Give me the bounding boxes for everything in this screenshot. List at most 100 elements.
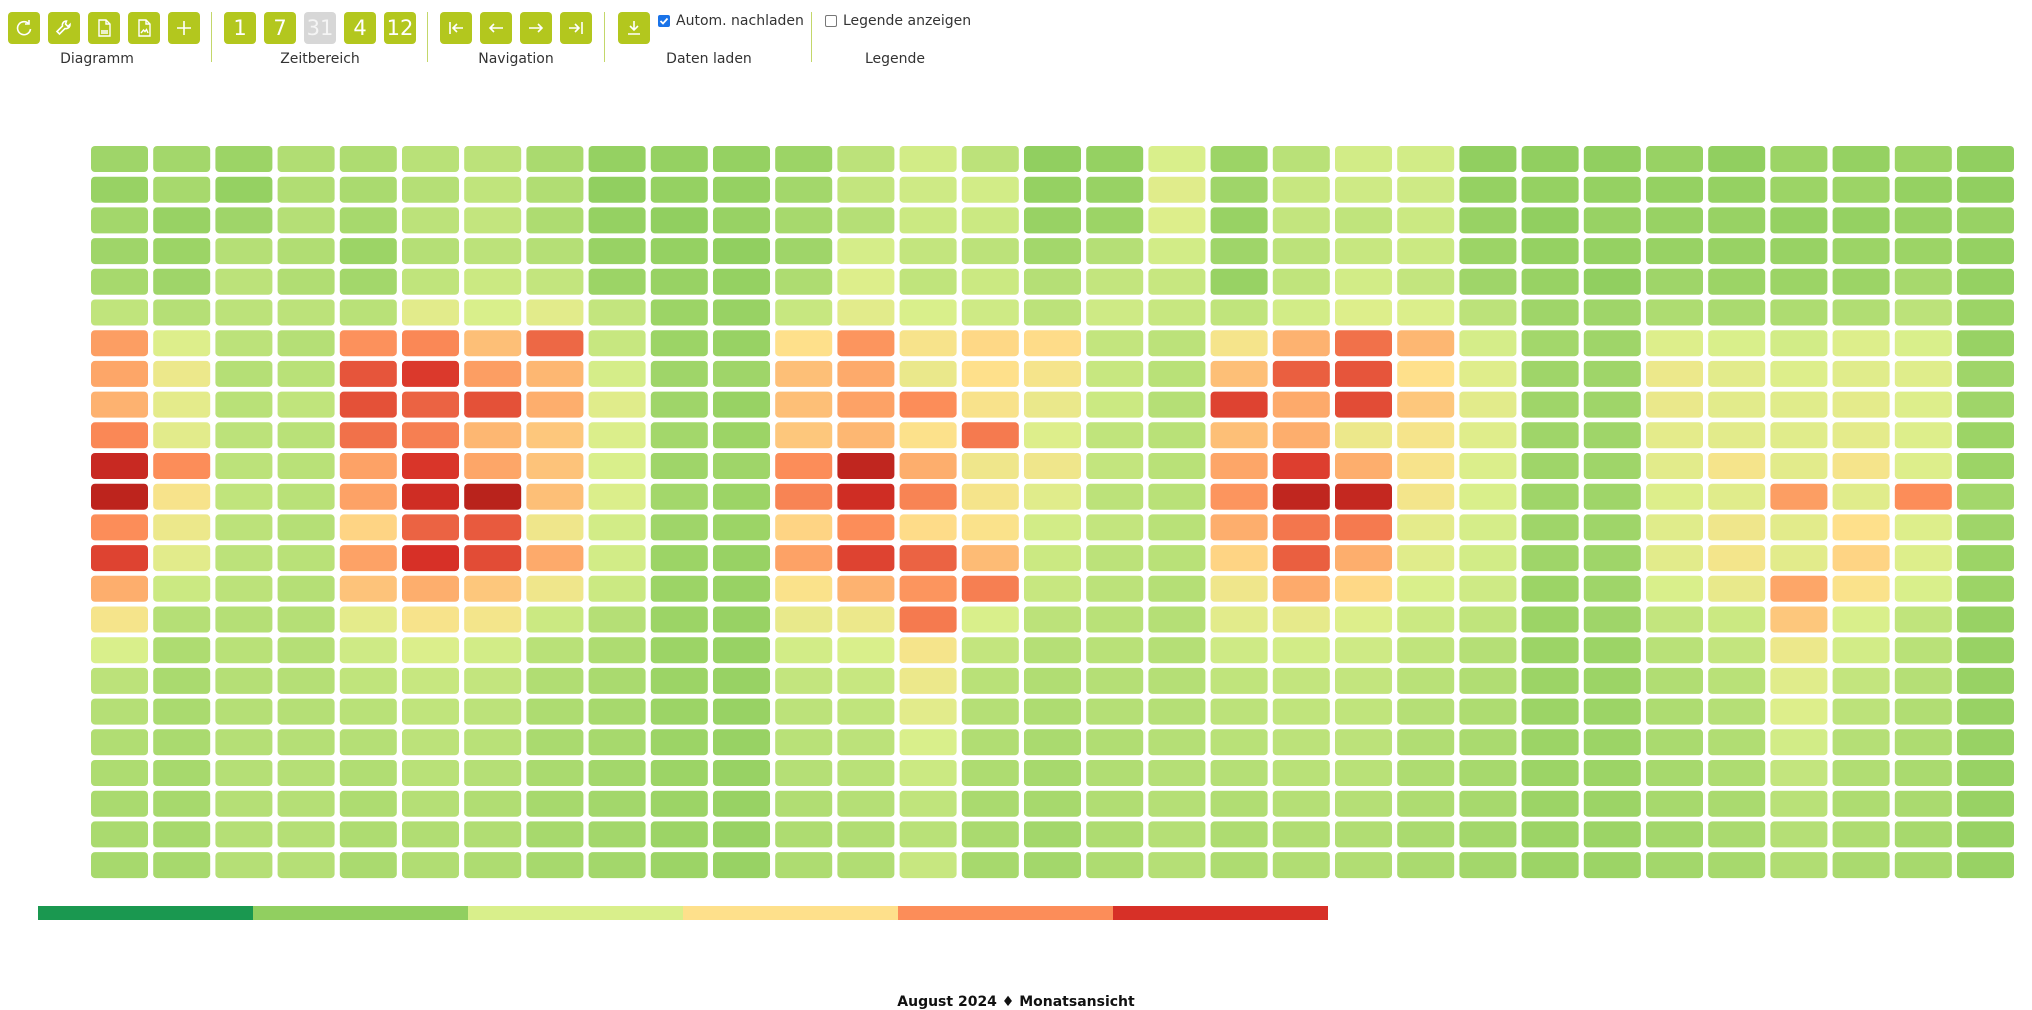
heatmap-cell[interactable] — [588, 821, 646, 848]
heatmap-cell[interactable] — [1894, 422, 1952, 449]
heatmap-cell[interactable] — [1521, 330, 1579, 357]
heatmap-cell[interactable] — [1957, 330, 2014, 357]
heatmap-cell[interactable] — [1086, 207, 1144, 234]
heatmap-cell[interactable] — [1583, 176, 1641, 203]
heatmap-cell[interactable] — [775, 667, 833, 694]
heatmap-cell[interactable] — [526, 575, 584, 602]
heatmap-cell[interactable] — [215, 760, 273, 786]
heatmap-cell[interactable] — [1583, 422, 1641, 449]
heatmap-cell[interactable] — [1521, 698, 1579, 725]
heatmap-cell[interactable] — [961, 698, 1019, 725]
heatmap-cell[interactable] — [153, 729, 211, 756]
heatmap-cell[interactable] — [91, 146, 148, 172]
heatmap-cell[interactable] — [1459, 330, 1517, 357]
heatmap-cell[interactable] — [1646, 606, 1703, 633]
heatmap-cell[interactable] — [215, 606, 273, 633]
heatmap-cell[interactable] — [1708, 299, 1766, 326]
heatmap-cell[interactable] — [1583, 268, 1641, 295]
heatmap-cell[interactable] — [153, 360, 211, 387]
heatmap-cell[interactable] — [402, 514, 459, 541]
heatmap-cell[interactable] — [526, 207, 584, 234]
heatmap-cell[interactable] — [1459, 790, 1517, 817]
heatmap-cell[interactable] — [1397, 207, 1455, 234]
heatmap-cell[interactable] — [215, 729, 273, 756]
heatmap-cell[interactable] — [1086, 391, 1144, 418]
heatmap-cell[interactable] — [1521, 238, 1579, 265]
heatmap-cell[interactable] — [91, 852, 148, 879]
heatmap-cell[interactable] — [650, 391, 708, 418]
heatmap-cell[interactable] — [961, 606, 1019, 633]
heatmap-cell[interactable] — [91, 330, 148, 357]
heatmap-cell[interactable] — [837, 729, 895, 756]
heatmap-cell[interactable] — [526, 760, 584, 786]
heatmap-cell[interactable] — [1832, 821, 1890, 848]
heatmap-cell[interactable] — [339, 330, 397, 357]
heatmap-cell[interactable] — [588, 606, 646, 633]
heatmap-cell[interactable] — [153, 514, 211, 541]
heatmap-cell[interactable] — [1770, 760, 1828, 786]
heatmap-cell[interactable] — [1646, 453, 1703, 479]
heatmap-cell[interactable] — [1894, 238, 1952, 265]
heatmap-cell[interactable] — [1210, 207, 1268, 234]
heatmap-cell[interactable] — [277, 545, 335, 572]
heatmap-cell[interactable] — [1708, 667, 1766, 694]
heatmap-cell[interactable] — [650, 453, 708, 479]
heatmap-cell[interactable] — [899, 852, 957, 879]
heatmap-cell[interactable] — [1024, 422, 1081, 449]
heatmap-cell[interactable] — [1646, 422, 1703, 449]
heatmap-cell[interactable] — [1272, 146, 1330, 172]
heatmap-cell[interactable] — [153, 821, 211, 848]
export-csv-button[interactable] — [88, 12, 120, 44]
heatmap-cell[interactable] — [1210, 698, 1268, 725]
heatmap-cell[interactable] — [650, 299, 708, 326]
heatmap-cell[interactable] — [713, 698, 770, 725]
heatmap-cell[interactable] — [1894, 606, 1952, 633]
heatmap-cell[interactable] — [1459, 360, 1517, 387]
heatmap-cell[interactable] — [464, 545, 522, 572]
heatmap-cell[interactable] — [1459, 545, 1517, 572]
heatmap-cell[interactable] — [713, 514, 770, 541]
heatmap-cell[interactable] — [1210, 360, 1268, 387]
heatmap-cell[interactable] — [1459, 207, 1517, 234]
heatmap-cell[interactable] — [961, 514, 1019, 541]
heatmap-cell[interactable] — [1708, 176, 1766, 203]
heatmap-cell[interactable] — [837, 545, 895, 572]
heatmap-cell[interactable] — [1832, 575, 1890, 602]
heatmap-cell[interactable] — [713, 821, 770, 848]
heatmap-cell[interactable] — [91, 821, 148, 848]
heatmap-cell[interactable] — [402, 330, 459, 357]
heatmap-cell[interactable] — [1646, 575, 1703, 602]
heatmap-cell[interactable] — [215, 667, 273, 694]
heatmap-cell[interactable] — [1957, 391, 2014, 418]
heatmap-cell[interactable] — [1024, 729, 1081, 756]
heatmap-cell[interactable] — [339, 545, 397, 572]
heatmap-cell[interactable] — [1148, 453, 1206, 479]
range-year-button[interactable]: 12 — [384, 12, 416, 44]
heatmap-cell[interactable] — [464, 146, 522, 172]
heatmap-cell[interactable] — [899, 268, 957, 295]
heatmap-cell[interactable] — [775, 760, 833, 786]
heatmap-cell[interactable] — [1397, 852, 1455, 879]
export-image-button[interactable] — [128, 12, 160, 44]
heatmap-cell[interactable] — [713, 667, 770, 694]
heatmap-cell[interactable] — [775, 852, 833, 879]
heatmap-cell[interactable] — [1210, 667, 1268, 694]
heatmap-cell[interactable] — [588, 268, 646, 295]
heatmap-cell[interactable] — [1272, 729, 1330, 756]
heatmap-cell[interactable] — [339, 422, 397, 449]
heatmap-cell[interactable] — [1272, 575, 1330, 602]
heatmap-cell[interactable] — [837, 207, 895, 234]
heatmap-cell[interactable] — [1832, 330, 1890, 357]
heatmap-cell[interactable] — [1583, 790, 1641, 817]
heatmap-cell[interactable] — [1770, 330, 1828, 357]
heatmap-cell[interactable] — [277, 238, 335, 265]
heatmap-cell[interactable] — [899, 667, 957, 694]
heatmap-cell[interactable] — [277, 606, 335, 633]
heatmap-cell[interactable] — [1148, 821, 1206, 848]
heatmap-cell[interactable] — [961, 637, 1019, 664]
heatmap-cell[interactable] — [1210, 330, 1268, 357]
heatmap-cell[interactable] — [1272, 760, 1330, 786]
heatmap-cell[interactable] — [1397, 760, 1455, 786]
heatmap-cell[interactable] — [1210, 422, 1268, 449]
heatmap-cell[interactable] — [526, 238, 584, 265]
